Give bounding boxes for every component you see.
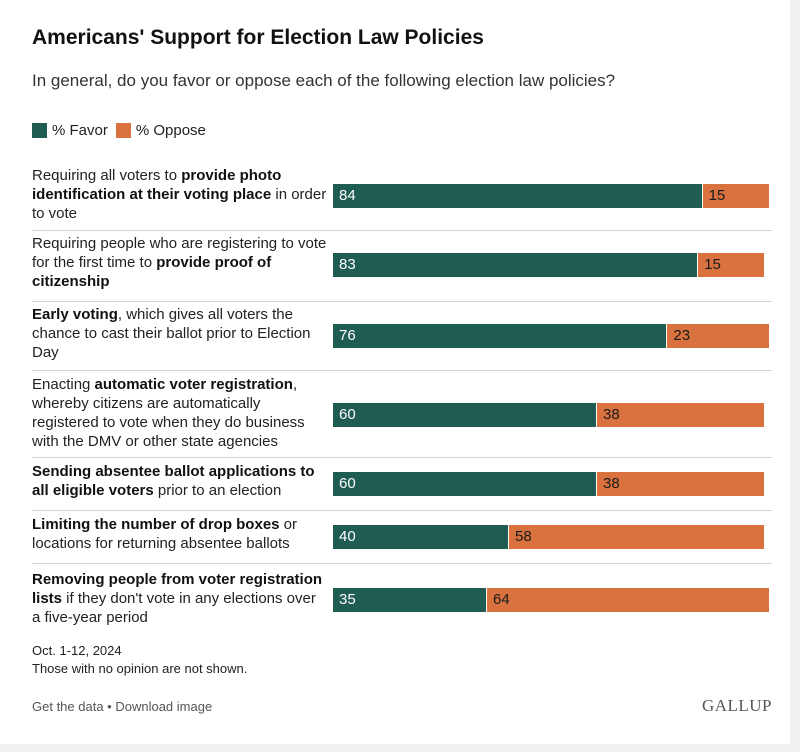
gallup-logo: GALLUP: [701, 696, 772, 715]
policy-label-text: if they don't vote in any elections over…: [32, 590, 316, 626]
stacked-bar: 60 38: [333, 472, 773, 496]
favor-value-label: 83: [339, 256, 356, 273]
policy-label: Removing people from voter registration …: [32, 570, 327, 627]
footer-separator: •: [103, 699, 116, 714]
legend: % Favor % Oppose: [32, 122, 214, 139]
bar-rows: Requiring all voters to provide photo id…: [32, 160, 772, 650]
stacked-bar: 84 15: [333, 184, 773, 208]
oppose-value-label: 15: [704, 256, 721, 273]
get-data-link[interactable]: Get the data: [32, 699, 104, 714]
favor-value-label: 60: [339, 406, 356, 423]
policy-label-text: in order to vote: [32, 186, 327, 222]
policy-label-emphasis: Limiting the number of drop boxes: [32, 516, 280, 533]
stacked-bar: 76 23: [333, 324, 773, 348]
oppose-bar: 38: [597, 403, 765, 427]
policy-label-text: Requiring all voters to: [32, 167, 182, 184]
policy-row: Limiting the number of drop boxes or loc…: [32, 511, 772, 564]
policy-label-emphasis: provide photo identification at their vo…: [32, 167, 282, 203]
policy-label-emphasis: Sending absentee ballot applications to …: [32, 463, 315, 499]
no-opinion-note: Those with no opinion are not shown.: [32, 661, 248, 676]
policy-row: Removing people from voter registration …: [32, 564, 772, 650]
chart-title: Americans' Support for Election Law Poli…: [32, 26, 484, 49]
chart-subtitle: In general, do you favor or oppose each …: [32, 71, 616, 90]
policy-row: Requiring people who are registering to …: [32, 231, 772, 302]
favor-bar: 35: [333, 588, 487, 612]
oppose-bar: 64: [487, 588, 769, 612]
favor-value-label: 60: [339, 475, 356, 492]
favor-bar: 83: [333, 253, 699, 277]
stacked-bar: 35 64: [333, 588, 773, 612]
oppose-value-label: 38: [603, 475, 620, 492]
policy-label-text: or locations for returning absentee ball…: [32, 516, 298, 552]
legend-item-oppose: % Oppose: [115, 122, 206, 139]
policy-label-text: , which gives all voters the chance to c…: [32, 306, 311, 361]
policy-label: Requiring all voters to provide photo id…: [32, 166, 327, 223]
legend-label-oppose: % Oppose: [135, 122, 206, 139]
favor-value-label: 76: [339, 327, 356, 344]
policy-label: Enacting automatic voter registration, w…: [32, 375, 327, 451]
oppose-value-label: 64: [493, 591, 510, 608]
policy-label-emphasis: provide proof of citizenship: [32, 254, 272, 290]
policy-label-text: prior to an election: [153, 482, 282, 499]
oppose-bar: 38: [597, 472, 765, 496]
policy-label: Sending absentee ballot applications to …: [32, 462, 327, 500]
stacked-bar: 40 58: [333, 525, 773, 549]
favor-bar: 84: [333, 184, 703, 208]
policy-label-text: , whereby citizens are automatically reg…: [32, 376, 305, 450]
favor-value-label: 35: [339, 591, 356, 608]
oppose-bar: 15: [698, 253, 765, 277]
oppose-value-label: 15: [708, 187, 726, 204]
legend-swatch-favor: [32, 123, 47, 138]
oppose-bar: 23: [667, 324, 769, 348]
favor-value-label: 40: [339, 528, 356, 545]
stacked-bar: 60 38: [333, 403, 773, 427]
policy-row: Early voting, which gives all voters the…: [32, 302, 772, 371]
favor-bar: 40: [333, 525, 509, 549]
policy-label-emphasis: Removing people from voter registration …: [32, 571, 323, 607]
policy-label: Requiring people who are registering to …: [32, 234, 327, 291]
oppose-bar: 58: [509, 525, 765, 549]
favor-value-label: 84: [339, 187, 356, 204]
download-image-link[interactable]: Download image: [115, 699, 213, 714]
policy-label: Early voting, which gives all voters the…: [32, 305, 327, 362]
footer-links: Get the data • Download image: [32, 699, 212, 714]
oppose-value-label: 23: [673, 327, 691, 344]
policy-label-emphasis: automatic voter registration: [94, 376, 293, 393]
policy-row: Enacting automatic voter registration, w…: [32, 371, 772, 458]
stacked-bar: 83 15: [333, 253, 773, 277]
policy-row: Sending absentee ballot applications to …: [32, 458, 772, 511]
favor-bar: 60: [333, 472, 597, 496]
policy-label-emphasis: Early voting: [32, 306, 118, 323]
policy-row: Requiring all voters to provide photo id…: [32, 160, 772, 231]
favor-bar: 60: [333, 403, 597, 427]
oppose-bar: 15: [702, 184, 769, 208]
policy-label-text: Enacting: [32, 376, 95, 393]
oppose-value-label: 58: [515, 528, 532, 545]
legend-swatch-oppose: [115, 123, 131, 138]
survey-date: Oct. 1-12, 2024: [32, 643, 122, 658]
legend-label-favor: % Favor: [52, 122, 108, 139]
chart-card: Americans' Support for Election Law Poli…: [0, 0, 790, 744]
policy-label-text: Requiring people who are registering to …: [32, 235, 327, 271]
policy-label: Limiting the number of drop boxes or loc…: [32, 515, 327, 553]
legend-item-favor: % Favor: [32, 122, 108, 139]
oppose-value-label: 38: [603, 406, 620, 423]
favor-bar: 76: [333, 324, 668, 348]
